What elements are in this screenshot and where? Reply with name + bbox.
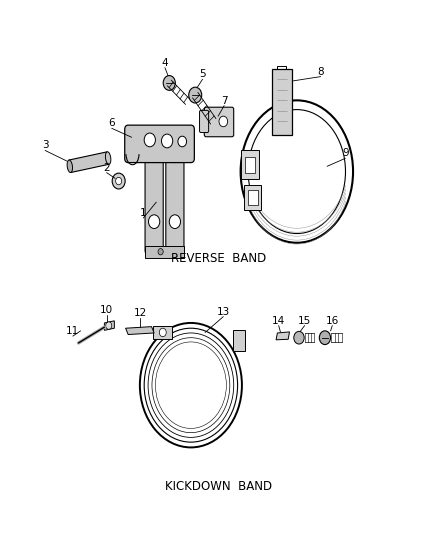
Circle shape bbox=[169, 215, 180, 229]
Circle shape bbox=[169, 149, 180, 163]
Ellipse shape bbox=[240, 100, 353, 243]
FancyBboxPatch shape bbox=[272, 69, 292, 135]
Text: 5: 5 bbox=[199, 69, 206, 79]
Circle shape bbox=[144, 133, 155, 147]
Polygon shape bbox=[104, 321, 114, 330]
Circle shape bbox=[189, 87, 202, 103]
Circle shape bbox=[219, 116, 228, 127]
Text: 16: 16 bbox=[326, 316, 339, 326]
Circle shape bbox=[319, 331, 331, 344]
FancyBboxPatch shape bbox=[145, 246, 184, 257]
Text: 11: 11 bbox=[66, 326, 79, 336]
Text: 14: 14 bbox=[272, 316, 285, 326]
Text: 7: 7 bbox=[221, 95, 227, 106]
Text: 4: 4 bbox=[162, 58, 168, 68]
FancyBboxPatch shape bbox=[204, 107, 234, 137]
Circle shape bbox=[148, 215, 160, 229]
Text: 12: 12 bbox=[134, 308, 147, 318]
FancyBboxPatch shape bbox=[244, 185, 261, 210]
Circle shape bbox=[162, 134, 173, 148]
FancyBboxPatch shape bbox=[241, 150, 259, 180]
Ellipse shape bbox=[67, 160, 73, 173]
Text: 8: 8 bbox=[317, 67, 324, 77]
Polygon shape bbox=[276, 332, 290, 340]
FancyBboxPatch shape bbox=[247, 190, 258, 205]
Circle shape bbox=[148, 149, 160, 163]
Ellipse shape bbox=[248, 110, 346, 233]
Circle shape bbox=[112, 173, 125, 189]
FancyBboxPatch shape bbox=[166, 137, 184, 254]
Circle shape bbox=[106, 322, 112, 329]
Circle shape bbox=[294, 332, 304, 344]
FancyBboxPatch shape bbox=[233, 330, 244, 351]
Text: REVERSE  BAND: REVERSE BAND bbox=[171, 252, 267, 265]
FancyBboxPatch shape bbox=[145, 137, 163, 254]
Circle shape bbox=[159, 328, 166, 337]
FancyBboxPatch shape bbox=[245, 157, 255, 173]
Ellipse shape bbox=[106, 152, 111, 164]
Text: 1: 1 bbox=[140, 208, 147, 218]
Text: 15: 15 bbox=[298, 316, 311, 326]
Text: KICKDOWN  BAND: KICKDOWN BAND bbox=[166, 480, 272, 494]
Text: 10: 10 bbox=[100, 305, 113, 315]
Circle shape bbox=[116, 177, 122, 185]
FancyBboxPatch shape bbox=[125, 125, 194, 163]
Text: 13: 13 bbox=[217, 306, 230, 317]
Polygon shape bbox=[69, 152, 109, 173]
Text: 6: 6 bbox=[109, 118, 115, 128]
Circle shape bbox=[158, 248, 163, 255]
Text: 9: 9 bbox=[342, 148, 349, 158]
Circle shape bbox=[178, 136, 187, 147]
Polygon shape bbox=[126, 327, 154, 335]
FancyBboxPatch shape bbox=[153, 326, 172, 340]
Text: 2: 2 bbox=[103, 163, 110, 173]
Text: 3: 3 bbox=[42, 141, 49, 150]
Circle shape bbox=[163, 76, 175, 90]
FancyBboxPatch shape bbox=[200, 110, 208, 133]
